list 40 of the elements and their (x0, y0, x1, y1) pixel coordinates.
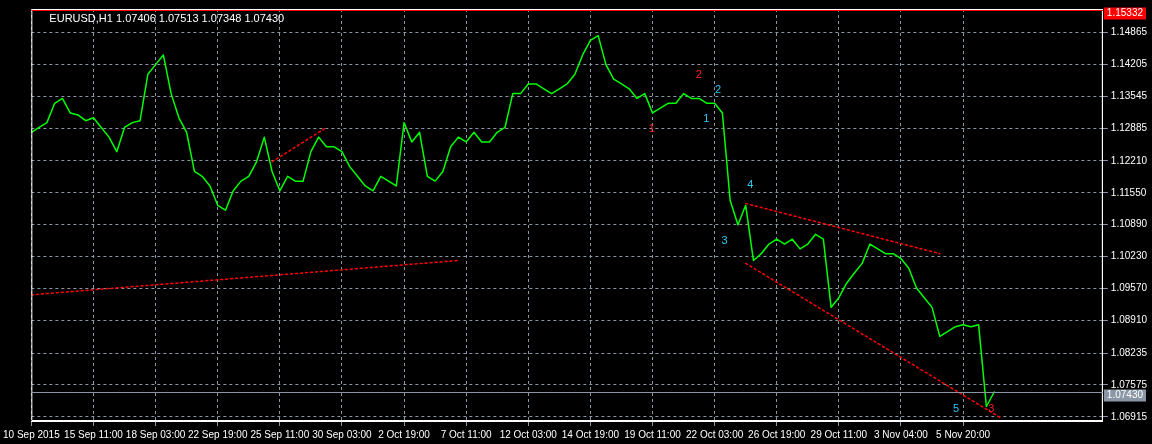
y-tick-label: 1.10230 (1110, 250, 1148, 262)
annotation: 5 (953, 402, 960, 415)
annotation: 2 (695, 68, 702, 81)
y-tick-label: 1.10890 (1110, 218, 1148, 230)
x-tick-label: 10 Sep 2015 (3, 428, 61, 440)
x-tick-label: 19 Oct 11:00 (624, 428, 682, 440)
annotation: 1 (648, 121, 655, 134)
x-tick-label: 30 Sep 03:00 (312, 428, 373, 440)
y-tick-label: 1.13545 (1110, 90, 1148, 102)
y-tick-label: 1.08235 (1110, 346, 1148, 358)
x-tick-label: 3 Nov 04:00 (874, 428, 929, 440)
annotation: 3 (988, 402, 995, 415)
x-tick-label: 29 Oct 11:00 (810, 428, 868, 440)
x-tick-label: 18 Sep 03:00 (125, 428, 186, 440)
y-tick-label: 1.11550 (1110, 186, 1147, 198)
x-tick-label: 7 Oct 11:00 (440, 428, 493, 440)
x-tick-label: 14 Oct 19:00 (561, 428, 620, 440)
annotation: 4 (747, 178, 754, 191)
x-tick-label: 25 Sep 11:00 (250, 428, 310, 440)
x-tick-label: 26 Oct 19:00 (748, 428, 806, 440)
x-tick-label: 15 Sep 11:00 (64, 428, 124, 440)
y-tick-label: 1.08910 (1110, 314, 1148, 326)
y-tick-label: 1.12210 (1110, 154, 1148, 166)
annotation: 2 (715, 82, 722, 95)
y-tick-label: 1.14205 (1110, 58, 1148, 70)
annotation: 3 (721, 233, 728, 246)
annotation: 1 (703, 112, 710, 125)
x-tick-label: 22 Oct 03:00 (686, 428, 744, 440)
y-tick-label: 1.07575 (1110, 378, 1148, 390)
chart-title: EURUSD,H1 1.07406 1.07513 1.07348 1.07430 (49, 12, 285, 25)
x-tick-label: 12 Oct 03:00 (499, 428, 558, 440)
x-tick-label: 2 Oct 19:00 (378, 428, 431, 440)
y-tick-label: 1.06915 (1110, 410, 1148, 422)
y-tick-label: 1.12885 (1110, 121, 1148, 133)
ref-line-label: 1.15332 (1106, 7, 1144, 19)
x-tick-label: 22 Sep 19:00 (187, 428, 248, 440)
ref-line-label: 1.07430 (1106, 389, 1144, 401)
x-tick-label: 5 Nov 20:00 (936, 428, 991, 440)
y-tick-label: 1.14865 (1110, 26, 1148, 38)
y-tick-label: 1.09570 (1110, 282, 1148, 294)
